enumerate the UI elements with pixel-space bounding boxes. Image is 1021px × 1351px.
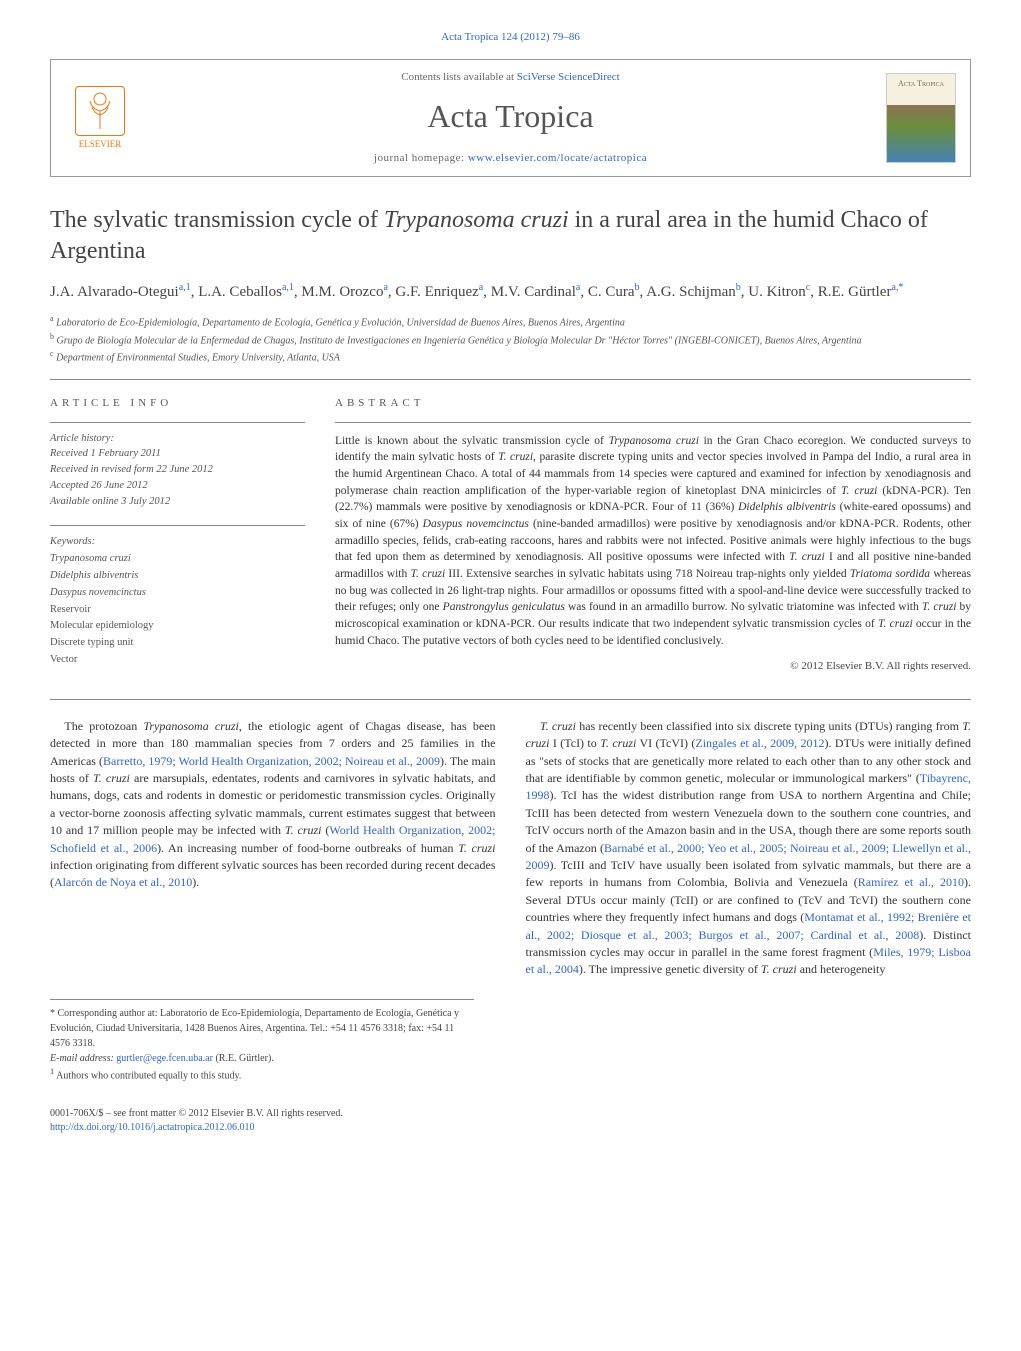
elsevier-tree-icon	[75, 86, 125, 136]
contents-available: Contents lists available at SciVerse Sci…	[135, 70, 886, 85]
divider-rule	[50, 699, 971, 700]
elsevier-logo: ELSEVIER	[65, 78, 135, 158]
journal-homepage: journal homepage: www.elsevier.com/locat…	[135, 151, 886, 166]
citation-link[interactable]: Montamat et al., 1992; Brenière et al., …	[526, 910, 972, 941]
article-title: The sylvatic transmission cycle of Trypa…	[50, 205, 971, 267]
divider-rule	[50, 379, 971, 380]
header-center: Contents lists available at SciVerse Sci…	[135, 70, 886, 166]
citation-link[interactable]: Miles, 1979; Lisboa et al., 2004	[526, 945, 972, 976]
journal-name: Acta Tropica	[135, 94, 886, 139]
corresponding-email-link[interactable]: gurtler@ege.fcen.uba.ar	[116, 1053, 213, 1064]
abstract-column: ABSTRACT Little is known about the sylva…	[335, 396, 971, 675]
page-footer: 0001-706X/$ – see front matter © 2012 El…	[50, 1107, 971, 1135]
citation-link[interactable]: World Health Organization, 2002; Schofie…	[50, 823, 495, 854]
header-citation: Acta Tropica 124 (2012) 79–86	[50, 30, 971, 45]
abstract-copyright: © 2012 Elsevier B.V. All rights reserved…	[335, 659, 971, 674]
journal-header-box: ELSEVIER Contents lists available at Sci…	[50, 59, 971, 177]
citation-link[interactable]: Barretto, 1979; World Health Organizatio…	[103, 754, 440, 768]
abstract-heading: ABSTRACT	[335, 396, 971, 411]
affiliations: a Laboratorio de Eco-Epidemiología, Depa…	[50, 313, 971, 365]
citation-link[interactable]: Tibayrenc, 1998	[526, 771, 972, 802]
doi-link[interactable]: http://dx.doi.org/10.1016/j.actatropica.…	[50, 1122, 255, 1133]
citation-link[interactable]: Barnabé et al., 2000; Yeo et al., 2005; …	[526, 841, 972, 872]
body-left-column: The protozoan Trypanosoma cruzi, the eti…	[50, 718, 496, 979]
citation-link[interactable]: Ramírez et al., 2010	[858, 875, 964, 889]
journal-cover-thumbnail: Acta Tropica	[886, 73, 956, 163]
article-history: Article history: Received 1 February 201…	[50, 431, 305, 510]
body-right-column: T. cruzi has recently been classified in…	[526, 718, 972, 979]
citation-link[interactable]: Alarcón de Noya et al., 2010	[54, 875, 192, 889]
abstract-text: Little is known about the sylvatic trans…	[335, 433, 971, 650]
article-info-column: ARTICLE INFO Article history: Received 1…	[50, 396, 305, 675]
citation-link[interactable]: Zingales et al., 2009, 2012	[695, 736, 824, 750]
info-abstract-row: ARTICLE INFO Article history: Received 1…	[50, 396, 971, 675]
body-two-column: The protozoan Trypanosoma cruzi, the eti…	[50, 718, 971, 979]
article-info-heading: ARTICLE INFO	[50, 396, 305, 411]
sciencedirect-link[interactable]: SciVerse ScienceDirect	[517, 71, 620, 83]
footnotes: * Corresponding author at: Laboratorio d…	[50, 999, 474, 1083]
keywords-block: Keywords: Trypanosoma cruziDidelphis alb…	[50, 534, 305, 668]
authors-list: J.A. Alvarado-Oteguia,1, L.A. Ceballosa,…	[50, 281, 971, 303]
homepage-link[interactable]: www.elsevier.com/locate/actatropica	[468, 152, 647, 164]
